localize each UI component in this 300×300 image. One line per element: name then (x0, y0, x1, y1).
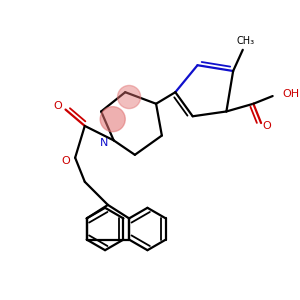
Circle shape (118, 85, 141, 109)
Text: OH: OH (282, 89, 299, 99)
Text: O: O (53, 101, 62, 111)
Text: O: O (262, 121, 271, 131)
Text: N: N (100, 138, 108, 148)
Circle shape (100, 106, 125, 132)
Text: O: O (61, 156, 70, 166)
Text: CH₃: CH₃ (237, 36, 255, 46)
